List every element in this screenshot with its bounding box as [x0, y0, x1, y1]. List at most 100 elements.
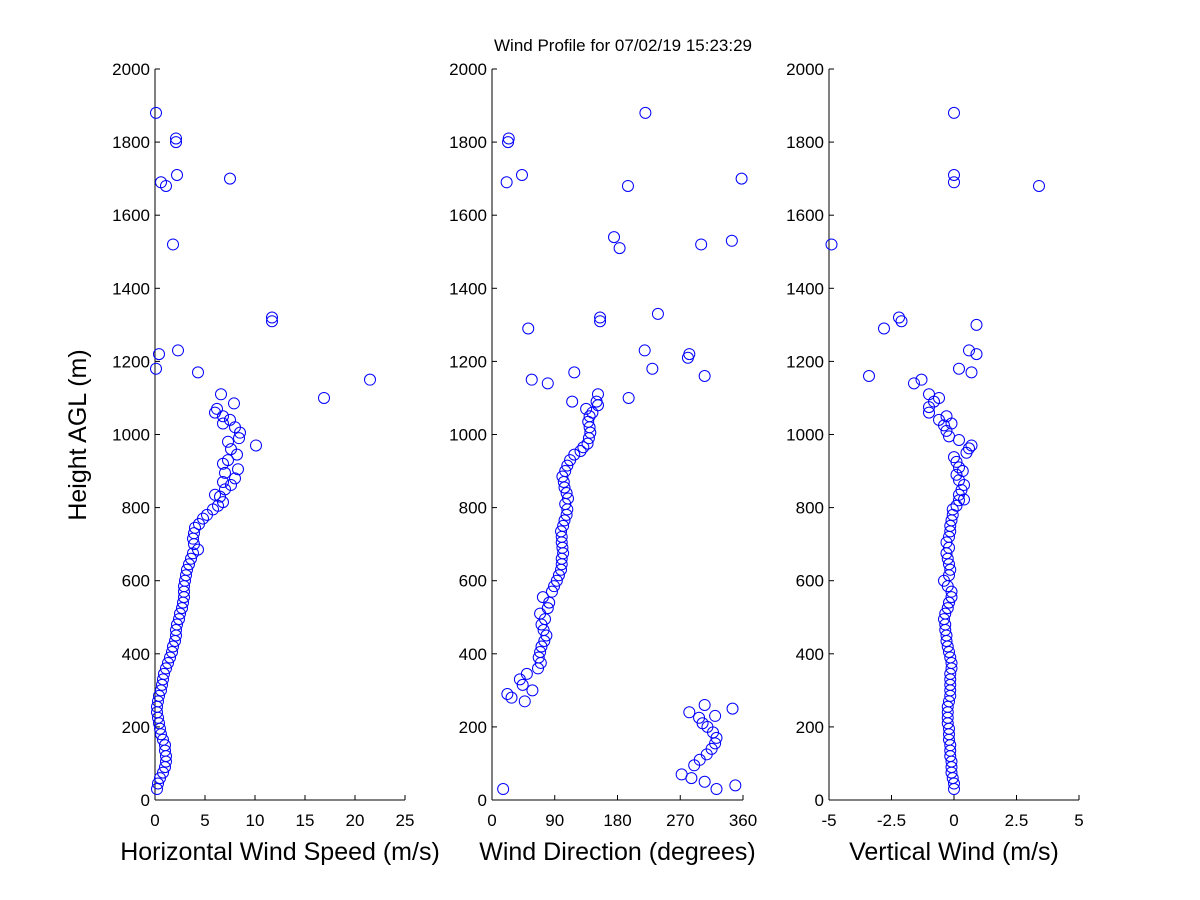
- data-point: [725, 234, 738, 247]
- y-tick-label: 800: [796, 499, 824, 518]
- data-point: [566, 395, 579, 408]
- data-point: [171, 168, 183, 181]
- data-point: [970, 318, 983, 331]
- x-tick-label: 5: [200, 811, 209, 830]
- data-point: [170, 132, 182, 145]
- data-point: [683, 348, 696, 361]
- data-point: [266, 311, 278, 324]
- data-point: [173, 613, 185, 626]
- data-point: [944, 563, 957, 576]
- y-tick-label: 1200: [449, 352, 487, 371]
- y-tick-label: 1400: [786, 279, 824, 298]
- data-point: [215, 388, 227, 401]
- x-tick-label: -2.5: [877, 811, 906, 830]
- data-point: [318, 391, 330, 404]
- x-tick-label: 0: [949, 811, 958, 830]
- data-point: [683, 706, 696, 719]
- data-point: [502, 132, 515, 145]
- data-point: [224, 413, 236, 426]
- data-point: [622, 391, 635, 404]
- data-point: [160, 662, 172, 675]
- y-tick-label: 1400: [449, 279, 487, 298]
- data-point: [172, 344, 184, 357]
- data-point: [516, 678, 529, 691]
- data-point: [545, 585, 558, 598]
- data-point: [160, 179, 172, 192]
- data-point: [698, 775, 711, 788]
- data-point: [695, 238, 708, 251]
- data-point: [217, 410, 229, 423]
- data-point: [556, 470, 569, 483]
- data-point: [167, 238, 179, 251]
- data-point: [698, 698, 711, 711]
- data-point: [965, 366, 978, 379]
- data-point: [522, 322, 535, 335]
- data-point: [948, 168, 960, 181]
- data-point: [185, 552, 197, 565]
- data-point: [893, 311, 905, 324]
- data-point: [561, 459, 574, 472]
- panel-vertical-wind: 0 200 400 600 800 1000 1200 1400 1600 1800 2000 -5 -…: [786, 60, 1084, 866]
- data-point: [735, 172, 748, 185]
- data-point: [189, 521, 201, 534]
- data-point: [825, 238, 838, 251]
- data-point: [158, 667, 170, 680]
- y-tick-label: 2000: [786, 60, 824, 79]
- y-axis-label: Height AGL (m): [64, 349, 92, 520]
- data-point: [583, 410, 596, 423]
- data-point: [183, 558, 195, 571]
- data-point: [560, 486, 573, 499]
- data-point: [219, 466, 231, 479]
- data-point: [152, 695, 164, 708]
- data-point: [501, 688, 514, 701]
- y-tick-label: 0: [815, 791, 824, 810]
- x-axis-label: Horizontal Wind Speed (m/s): [120, 838, 440, 866]
- data-point: [943, 645, 955, 658]
- data-point: [863, 370, 875, 383]
- data-point: [586, 406, 599, 419]
- data-point: [559, 465, 572, 478]
- y-tick-label: 1800: [449, 133, 487, 152]
- data-point: [590, 395, 603, 408]
- data-point: [197, 512, 209, 525]
- data-point: [945, 656, 958, 669]
- x-tick-label: 180: [603, 811, 631, 830]
- data-point: [151, 783, 163, 796]
- data-point: [502, 136, 515, 149]
- data-point: [266, 315, 278, 328]
- data-point: [154, 772, 166, 785]
- x-tick-label: -5: [821, 811, 836, 830]
- y-tick-label: 1800: [112, 133, 150, 152]
- x-tick-label: 15: [296, 811, 315, 830]
- data-point: [497, 783, 510, 796]
- y-tick-label: 200: [459, 718, 487, 737]
- data-point: [153, 348, 165, 361]
- data-point: [953, 461, 965, 474]
- data-point: [963, 442, 975, 455]
- data-point: [594, 315, 607, 328]
- data-point: [948, 106, 960, 119]
- data-point: [945, 417, 958, 430]
- data-point: [174, 607, 186, 620]
- data-point: [726, 702, 739, 715]
- data-point: [953, 362, 965, 375]
- data-point: [233, 432, 245, 445]
- y-tick-label: 400: [122, 645, 150, 664]
- y-tick-label: 1000: [786, 426, 824, 445]
- x-tick-label: 0: [487, 811, 496, 830]
- data-point: [965, 439, 978, 452]
- data-point: [164, 651, 176, 664]
- y-tick-label: 1600: [112, 206, 150, 225]
- data-point: [250, 439, 262, 452]
- data-point: [651, 307, 664, 320]
- y-tick-label: 2000: [112, 60, 150, 79]
- data-point: [574, 444, 587, 457]
- data-point: [591, 388, 604, 401]
- data-point: [500, 176, 513, 189]
- data-point: [540, 629, 553, 642]
- y-tick-label: 1000: [112, 426, 150, 445]
- data-point: [943, 430, 955, 443]
- data-point: [698, 370, 711, 383]
- y-tick-label: 600: [122, 572, 150, 591]
- data-point: [943, 558, 955, 571]
